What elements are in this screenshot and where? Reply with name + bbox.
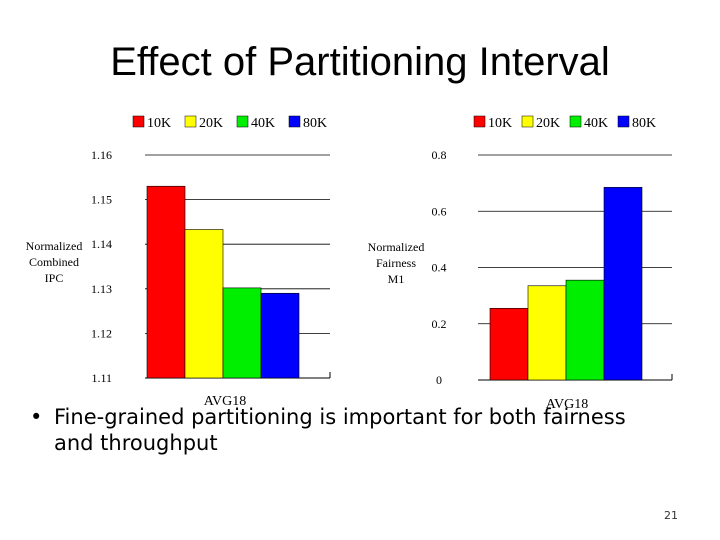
- chart1-ytick-label: 1.12: [91, 326, 112, 340]
- bullet-dot-icon: •: [30, 405, 43, 429]
- chart1-category-label: AVG18: [204, 394, 247, 409]
- chart1-legend-swatch-20k: [184, 115, 197, 128]
- chart2-ytick-label: 0: [436, 373, 442, 387]
- chart1-bar-80k: [260, 292, 300, 379]
- chart1-ylabel-line: Normalized: [26, 239, 83, 253]
- chart2-ytick-label: 0.2: [432, 317, 447, 331]
- chart2-category-label: AVG18: [546, 397, 589, 412]
- chart2-ytick-label: 0.8: [432, 148, 447, 162]
- chart2-ylabel-line: Normalized: [368, 240, 425, 254]
- bullet-point: • Fine-grained partitioning is important…: [30, 404, 670, 456]
- chart2-ytick-label: 0.4: [432, 261, 447, 275]
- chart2-legend-swatch-10k: [473, 115, 486, 128]
- chart1-bar-40k: [222, 287, 262, 379]
- chart1-ytick-label: 1.15: [91, 193, 112, 207]
- chart1-legend-swatch-40k: [236, 115, 249, 128]
- chart1-ylabel-line: IPC: [45, 271, 64, 285]
- chart2-legend-swatch-20k: [521, 115, 534, 128]
- chart2-bar-20k: [527, 285, 567, 381]
- chart1-legend-label-80k: 80K: [303, 116, 327, 131]
- chart1-ytick-label: 1.16: [91, 148, 112, 162]
- chart2-legend-label-20k: 20K: [536, 116, 560, 131]
- chart1-legend-label-10k: 10K: [147, 116, 171, 131]
- chart1-legend-label-20k: 20K: [199, 116, 223, 131]
- chart1-ytick-label: 1.14: [91, 237, 112, 251]
- chart2-legend-swatch-80k: [617, 115, 630, 128]
- chart1-ytick-label: 1.11: [91, 371, 112, 385]
- chart2-ylabel-line: M1: [388, 272, 405, 286]
- chart1-legend-label-40k: 40K: [251, 116, 275, 131]
- slide-title: Effect of Partitioning Interval: [110, 40, 610, 84]
- chart1-bar-10k: [146, 185, 186, 379]
- chart2-legend-label-10k: 10K: [488, 116, 512, 131]
- chart2-legend-label-40k: 40K: [584, 116, 608, 131]
- chart1-bar-20k: [184, 229, 224, 379]
- chart2-bar-80k: [603, 187, 643, 381]
- page-number: 21: [664, 509, 678, 522]
- chart2-legend-swatch-40k: [569, 115, 582, 128]
- chart1-ylabel-line: Combined: [29, 255, 79, 269]
- chart2-ytick-label: 0.6: [432, 204, 447, 218]
- chart2-bar-10k: [489, 307, 529, 381]
- chart2-bar-40k: [565, 279, 605, 381]
- chart1-legend-swatch-10k: [132, 115, 145, 128]
- chart1-ytick-label: 1.13: [91, 282, 112, 296]
- chart2-legend-label-80k: 80K: [632, 116, 656, 131]
- chart2-ylabel-line: Fairness: [376, 256, 416, 270]
- chart1-legend-swatch-80k: [288, 115, 301, 128]
- bullet-text: Fine-grained partitioning is important f…: [54, 405, 626, 455]
